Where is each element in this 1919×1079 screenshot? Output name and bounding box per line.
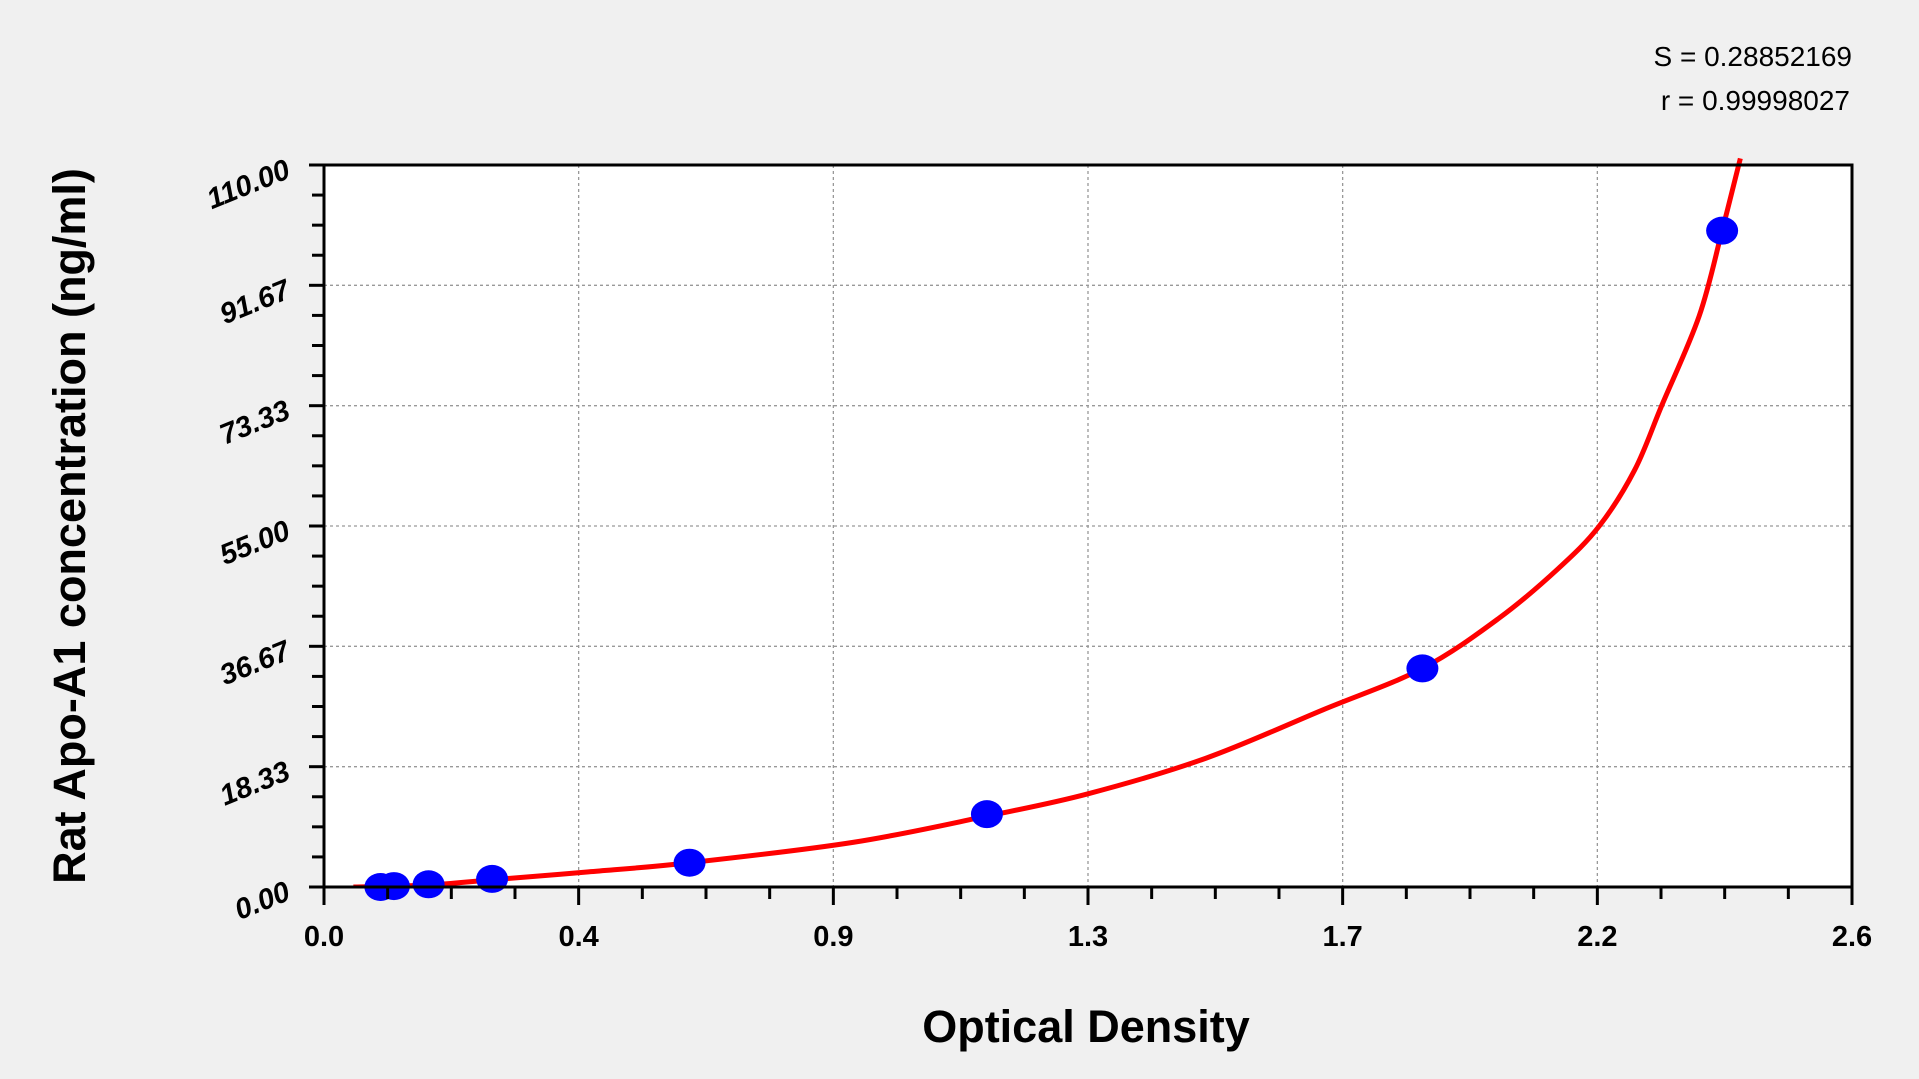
y-tick-label: 0.00 xyxy=(230,876,294,927)
y-tick-label: 18.33 xyxy=(215,756,294,813)
x-axis-title: Optical Density xyxy=(922,1001,1250,1052)
y-tick-label: 36.67 xyxy=(215,634,296,692)
x-tick-label: 0.0 xyxy=(304,921,344,953)
data-point xyxy=(1406,654,1439,683)
y-tick-label: 110.00 xyxy=(202,154,294,216)
stat-s: S = 0.28852169 xyxy=(1653,41,1852,72)
y-axis: 0.00 18.33 36.67 55.00 73.33 91.67 110.00 xyxy=(202,154,324,927)
x-tick-label: 2.6 xyxy=(1832,921,1872,953)
y-tick-label: 73.33 xyxy=(215,395,294,452)
fit-curve xyxy=(353,157,1743,887)
x-tick-label: 0.4 xyxy=(558,921,598,953)
x-tick-label: 1.3 xyxy=(1068,921,1108,953)
y-axis-title: Rat Apo-A1 concentration (ng/ml) xyxy=(44,168,95,884)
x-tick-label: 1.7 xyxy=(1322,921,1362,953)
x-axis: 0.0 0.4 0.9 1.3 1.7 2.2 2.6 xyxy=(304,887,1872,953)
data-point xyxy=(673,848,706,877)
data-point xyxy=(476,864,509,893)
grid xyxy=(324,165,1852,887)
data-point xyxy=(412,870,445,899)
stat-r: r = 0.99998027 xyxy=(1661,85,1850,116)
fit-curve-line xyxy=(353,157,1743,887)
data-point xyxy=(1706,216,1739,245)
y-tick-label: 55.00 xyxy=(215,515,294,572)
y-tick-label: 91.67 xyxy=(215,273,296,331)
x-tick-label: 2.2 xyxy=(1577,921,1617,953)
data-point xyxy=(970,800,1003,829)
x-tick-label: 0.9 xyxy=(813,921,853,953)
